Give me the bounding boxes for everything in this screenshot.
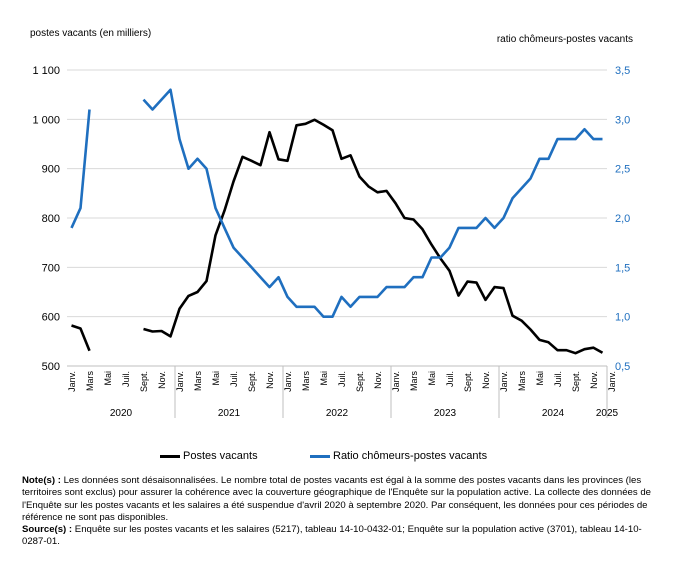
source-text: Enquête sur les postes vacants et les sa… (22, 524, 642, 548)
left-tick-label: 1 000 (32, 114, 60, 126)
legend-swatch-ratio (310, 454, 330, 458)
month-tick-label: Mars (85, 371, 95, 391)
month-tick-label: Nov. (157, 371, 167, 389)
month-tick-label: Sept. (247, 371, 257, 392)
month-tick-label: Janv. (67, 371, 77, 392)
legend-label-postes: Postes vacants (183, 450, 258, 462)
note-label: Note(s) : (22, 475, 61, 486)
left-tick-label: 600 (42, 312, 60, 324)
right-tick-label: 3,0 (615, 114, 630, 126)
month-tick-label: Sept. (571, 371, 581, 392)
month-tick-label: Juil. (553, 371, 563, 387)
month-tick-label: Mai (535, 371, 545, 386)
year-label: 2023 (434, 408, 457, 419)
month-tick-label: Janv. (283, 371, 293, 392)
month-tick-label: Nov. (481, 371, 491, 389)
left-tick-label: 700 (42, 262, 60, 274)
right-axis-title: ratio chômeurs-postes vacants (496, 34, 633, 45)
month-tick-label: Juil. (121, 371, 131, 387)
month-tick-label: Juil. (337, 371, 347, 387)
month-tick-label: Janv. (175, 371, 185, 392)
month-tick-label: Juil. (445, 371, 455, 387)
legend-item-postes: Postes vacants (160, 450, 258, 462)
month-tick-label: Mars (193, 371, 203, 391)
series-line-ratio (142, 88, 603, 319)
right-tick-label: 3,5 (615, 65, 630, 77)
month-tick-label: Juil. (229, 371, 239, 387)
series-line-postes-vacants (143, 118, 604, 355)
year-label: 2021 (218, 408, 241, 419)
month-tick-label: Mai (427, 371, 437, 386)
series-line-postes-vacants (71, 324, 91, 352)
month-tick-label: Nov. (265, 371, 275, 389)
source-paragraph: Source(s) : Enquête sur les postes vacan… (22, 524, 662, 549)
month-tick-label: Mai (211, 371, 221, 386)
right-tick-label: 2,0 (615, 213, 630, 225)
left-tick-label: 900 (42, 164, 60, 176)
left-tick-label: 800 (42, 213, 60, 225)
month-tick-label: Mars (409, 371, 419, 391)
month-tick-label: Sept. (139, 371, 149, 392)
month-tick-label: Mars (301, 371, 311, 391)
right-tick-label: 2,5 (615, 164, 630, 176)
right-tick-label: 1,0 (615, 312, 630, 324)
month-tick-label: Janv. (391, 371, 401, 392)
year-label: 2022 (326, 408, 349, 419)
year-label: 2020 (110, 408, 133, 419)
notes-block: Note(s) : Les données sont désaisonnalis… (22, 475, 662, 549)
year-label: 2024 (542, 408, 565, 419)
note-paragraph: Note(s) : Les données sont désaisonnalis… (22, 475, 662, 524)
month-tick-label: Mai (319, 371, 329, 386)
legend-item-ratio: Ratio chômeurs-postes vacants (310, 450, 487, 462)
month-tick-label: Nov. (589, 371, 599, 389)
series-line-ratio (70, 109, 91, 229)
month-tick-label: Mai (103, 371, 113, 386)
month-tick-label: Janv. (607, 371, 617, 392)
month-tick-label: Mars (517, 371, 527, 391)
year-label: 2025 (596, 408, 619, 419)
legend-label-ratio: Ratio chômeurs-postes vacants (333, 450, 488, 462)
right-tick-label: 0,5 (615, 361, 630, 373)
month-tick-label: Nov. (373, 371, 383, 389)
month-tick-label: Sept. (463, 371, 473, 392)
right-tick-label: 1,5 (615, 262, 630, 274)
month-tick-label: Janv. (499, 371, 509, 392)
source-label: Source(s) : (22, 524, 73, 536)
left-axis-title: postes vacants (en milliers) (30, 28, 152, 39)
month-tick-label: Sept. (355, 371, 365, 392)
left-tick-label: 1 100 (32, 65, 60, 77)
left-tick-label: 500 (42, 361, 60, 373)
note-text: Les données sont désaisonnalisées. Le no… (22, 475, 652, 523)
legend-swatch-postes (160, 454, 180, 458)
